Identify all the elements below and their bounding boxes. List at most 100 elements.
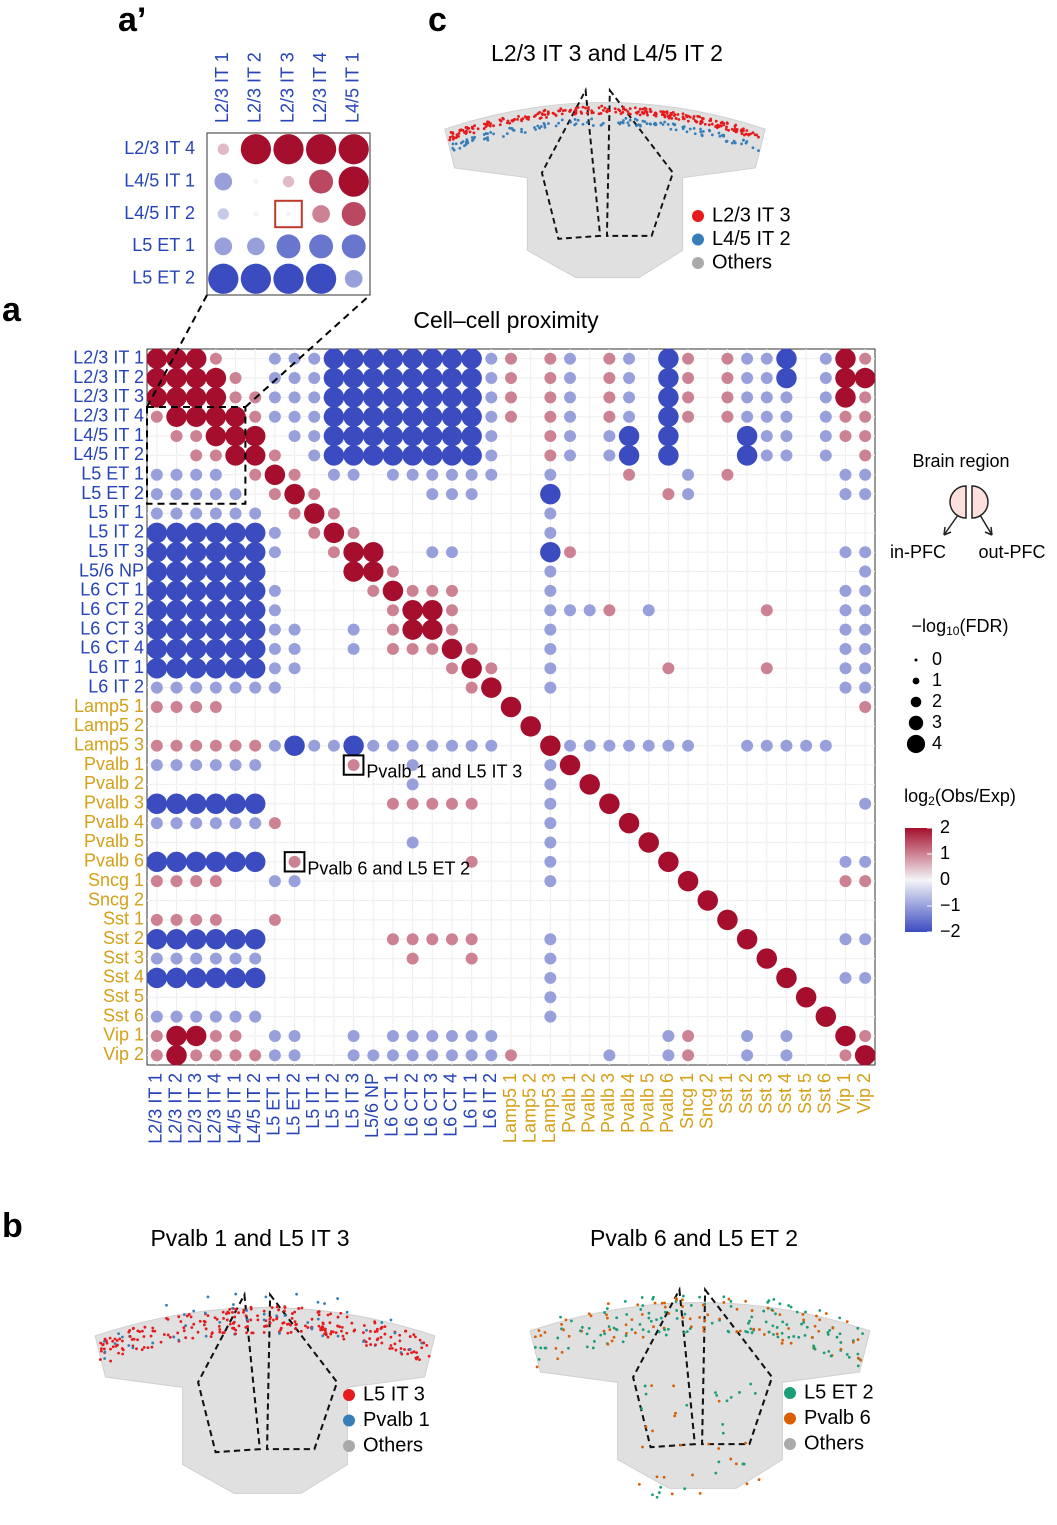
cell-dot [289, 1330, 293, 1334]
dot [559, 754, 581, 776]
cell-dot [666, 123, 670, 126]
dot [343, 541, 364, 563]
dot [229, 739, 242, 752]
cell-dot [412, 1333, 416, 1337]
dot [863, 782, 867, 787]
cell-dot [543, 108, 547, 112]
dot [647, 937, 651, 941]
cell-dot [394, 1348, 398, 1352]
dot [402, 406, 423, 427]
legend-title-part: 10 [946, 624, 960, 638]
dot [469, 531, 474, 535]
dot [843, 453, 848, 458]
dot [528, 356, 533, 361]
dot [225, 600, 246, 621]
dot [843, 763, 848, 767]
dot [843, 531, 848, 535]
cell-dot [709, 117, 713, 121]
cell-dot [797, 1335, 801, 1339]
dot [839, 488, 852, 501]
dot [544, 759, 557, 772]
dot [859, 604, 872, 617]
dot [166, 967, 187, 989]
dot [824, 860, 828, 864]
inset-column-label: L2/3 IT 3 [277, 52, 297, 123]
dot [402, 425, 423, 447]
cell-dot [345, 1331, 349, 1335]
dot [268, 642, 281, 655]
cell-dot [427, 1354, 431, 1358]
cell-dot [345, 1315, 349, 1319]
dot [391, 763, 395, 767]
cell-dot [800, 1322, 803, 1326]
cell-dot [606, 1302, 610, 1306]
cell-dot [262, 1312, 266, 1316]
cell-dot [537, 1329, 541, 1332]
dot [351, 1014, 356, 1019]
dot [706, 647, 710, 651]
dot [819, 410, 832, 423]
dot [229, 372, 242, 385]
dot [214, 724, 218, 729]
dot [273, 434, 277, 438]
cell-dot [196, 1330, 200, 1334]
dot [843, 569, 848, 574]
dot [150, 681, 163, 694]
cell-dot [633, 106, 637, 110]
dot [505, 372, 517, 385]
dot [509, 956, 513, 961]
dot [209, 488, 222, 501]
cell-dot [486, 132, 489, 136]
cell-dot [608, 109, 611, 113]
dot [859, 546, 872, 559]
dot [568, 473, 572, 477]
cell-dot [672, 1384, 675, 1388]
cell-dot [751, 146, 755, 150]
size-key [908, 715, 924, 731]
dot [784, 647, 789, 651]
dot [288, 1029, 301, 1042]
cell-dot [400, 1352, 404, 1356]
dot [682, 372, 695, 385]
dot [489, 1014, 494, 1019]
dot [603, 430, 616, 443]
dot [209, 817, 222, 830]
cell-dot [143, 1325, 147, 1329]
dot [465, 952, 478, 965]
dot [410, 860, 415, 864]
dot [146, 928, 168, 950]
cell-dot [585, 111, 589, 115]
cell-dot [750, 1309, 754, 1312]
dot [229, 488, 242, 501]
colorbar-label: 2 [940, 817, 950, 837]
dot [528, 995, 533, 999]
dot [587, 898, 592, 903]
dot [430, 685, 435, 690]
dot [544, 584, 557, 597]
cell-dot [458, 146, 462, 150]
dot [686, 956, 690, 961]
dot [386, 797, 399, 810]
dot [209, 507, 222, 520]
dot [155, 724, 159, 729]
dot [469, 569, 474, 574]
dot [859, 449, 872, 462]
cell-dot [744, 1299, 748, 1303]
dot [780, 449, 793, 462]
dot [564, 430, 577, 443]
dot [603, 410, 616, 423]
cell-dot [667, 1312, 671, 1316]
dot [244, 561, 266, 582]
dot [225, 793, 246, 814]
dot [587, 995, 592, 999]
cell-dot [462, 130, 466, 134]
row-label: L6 CT 3 [80, 618, 144, 638]
cell-dot [231, 1303, 235, 1306]
cell-dot [787, 1304, 791, 1307]
dot [351, 956, 356, 961]
cell-dot [615, 1328, 619, 1332]
dot [410, 492, 415, 496]
dot [351, 782, 356, 787]
cell-dot [714, 125, 718, 128]
column-label: L2/3 IT 1 [146, 1073, 166, 1144]
